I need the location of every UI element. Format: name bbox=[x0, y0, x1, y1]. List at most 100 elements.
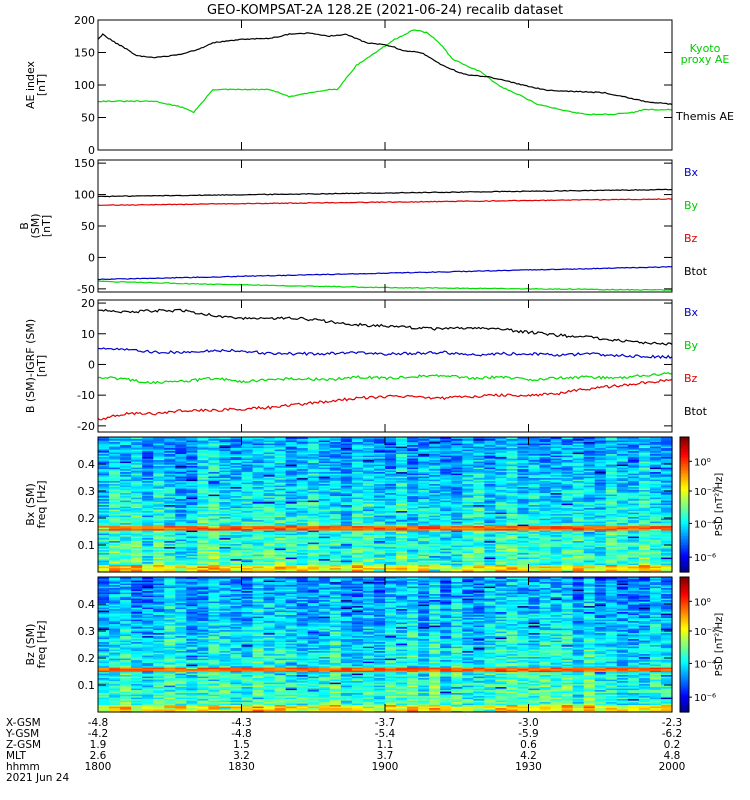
y-tick-label: 0.3 bbox=[78, 625, 96, 638]
series-line-bx bbox=[97, 265, 673, 281]
y-tick-label: 0.2 bbox=[78, 652, 96, 665]
x-axis-value: 0.2 bbox=[664, 739, 681, 751]
y-tick-label: 100 bbox=[74, 79, 95, 92]
y-axis-label: B bbox=[18, 222, 31, 230]
colorbar-frame bbox=[679, 436, 690, 573]
panel-frame bbox=[97, 299, 673, 433]
colorbar-label: PSD [nT²/Hz] bbox=[714, 473, 725, 537]
legend-entry: proxy AE bbox=[681, 53, 730, 66]
x-axis-value: -6.2 bbox=[662, 728, 683, 740]
panel-3: -20 -10 0 10 20 B (SM)-IGRF (SM)[nT] Bx By Bz Bto… bbox=[24, 297, 708, 433]
series-line-themis-ae bbox=[97, 32, 673, 106]
y-axis-label: B (SM)-IGRF (SM) bbox=[24, 319, 37, 413]
panel-5: 10⁰ 10⁻² 10⁻⁴ 10⁻⁶ PSD [nT²/Hz] 0.1 0.2 0.3 0.4 B… bbox=[24, 576, 725, 713]
x-axis-value: -3.7 bbox=[375, 717, 396, 729]
colorbar-tick-label: 10⁰ bbox=[694, 597, 711, 608]
x-axis-value: -4.2 bbox=[88, 728, 109, 740]
y-axis-label: freq [Hz] bbox=[35, 480, 48, 528]
colorbar: 10⁰ 10⁻² 10⁻⁴ 10⁻⁶ PSD [nT²/Hz] bbox=[679, 576, 725, 713]
x-axis-value: 2000 bbox=[659, 761, 686, 773]
x-axis-table: X-GSM -4.8 -4.3 -3.7 -3.0 -2.3Y-GSM -4.2 -4.8 -5… bbox=[5, 717, 685, 784]
y-tick-label: 50 bbox=[81, 220, 95, 233]
legend-entry: Bz bbox=[684, 232, 698, 245]
series-line-btot bbox=[97, 308, 673, 346]
x-axis-row-label: Z-GSM bbox=[6, 739, 41, 751]
x-axis-value: 1930 bbox=[515, 761, 542, 773]
legend-entry: Btot bbox=[684, 265, 708, 278]
y-axis-label: (SM) bbox=[29, 213, 42, 238]
panel-2: -50 0 50 100 150 B(SM)[nT] Bx By Bz Btot bbox=[18, 157, 708, 296]
x-axis-date: 2021 Jun 24 bbox=[6, 772, 69, 784]
y-tick-label: 0 bbox=[88, 144, 95, 157]
series-line-bz bbox=[97, 198, 672, 206]
y-tick-label: 50 bbox=[81, 112, 95, 125]
x-axis-row-label: MLT bbox=[6, 750, 26, 762]
x-axis-value: 3.7 bbox=[377, 750, 394, 762]
panel-frame bbox=[97, 19, 673, 151]
colorbar-tick-label: 10⁻² bbox=[694, 627, 716, 638]
y-axis-label: Bz (SM) bbox=[24, 624, 37, 666]
series-line-btot bbox=[97, 188, 673, 198]
x-axis-value: 1900 bbox=[372, 761, 399, 773]
y-tick-label: 150 bbox=[74, 47, 95, 60]
legend-entry: By bbox=[684, 199, 699, 212]
y-axis-label: AE index bbox=[24, 60, 37, 109]
y-tick-label: 0.1 bbox=[78, 539, 96, 552]
colorbar-frame bbox=[679, 576, 690, 713]
series-line-kyoto-proxy-ae bbox=[97, 29, 673, 116]
x-axis-row-label: X-GSM bbox=[6, 717, 41, 729]
x-axis-value: 1800 bbox=[85, 761, 112, 773]
y-tick-label: 100 bbox=[74, 189, 95, 202]
legend-entry: Themis AE bbox=[675, 110, 734, 123]
y-tick-label: 20 bbox=[81, 297, 95, 310]
y-tick-label: 150 bbox=[74, 157, 95, 170]
x-axis-value: 1830 bbox=[228, 761, 255, 773]
x-axis-value: -4.3 bbox=[231, 717, 252, 729]
colorbar-tick-label: 10⁻⁴ bbox=[694, 659, 716, 670]
y-tick-label: 0 bbox=[88, 251, 95, 264]
x-axis-row-label: hhmm bbox=[6, 761, 40, 773]
y-axis-label: [nT] bbox=[35, 355, 48, 377]
x-axis-value: 1.9 bbox=[90, 739, 107, 751]
x-axis-value: 4.2 bbox=[520, 750, 537, 762]
y-tick-label: 0 bbox=[88, 358, 95, 371]
y-tick-label: 0.2 bbox=[78, 512, 96, 525]
y-tick-label: 0.1 bbox=[78, 679, 96, 692]
y-tick-label: -50 bbox=[77, 283, 95, 296]
x-axis-value: 2.6 bbox=[90, 750, 107, 762]
y-axis-label: [nT] bbox=[35, 74, 48, 96]
chart-title: GEO-KOMPSAT-2A 128.2E (2021-06-24) recal… bbox=[207, 3, 563, 18]
x-axis-value: -4.8 bbox=[88, 717, 109, 729]
x-axis-value: 1.5 bbox=[233, 739, 250, 751]
x-axis-value: 0.6 bbox=[520, 739, 537, 751]
colorbar-tick-label: 10⁻² bbox=[694, 487, 716, 498]
spectrogram-cells bbox=[98, 577, 673, 713]
series-line-by bbox=[97, 372, 673, 385]
y-tick-label: -20 bbox=[77, 420, 95, 433]
legend-entry: By bbox=[684, 339, 699, 352]
x-axis-value: -2.3 bbox=[662, 717, 683, 729]
series-line-bx bbox=[97, 347, 673, 360]
legend-entry: Bz bbox=[684, 372, 698, 385]
x-axis-value: 3.2 bbox=[233, 750, 250, 762]
x-axis-value: -3.0 bbox=[518, 717, 539, 729]
y-tick-label: 0.4 bbox=[78, 458, 96, 471]
colorbar-tick-label: 10⁻⁴ bbox=[694, 519, 716, 530]
spectrogram-cells bbox=[98, 437, 673, 573]
y-tick-label: 10 bbox=[81, 328, 95, 341]
x-axis-value: -5.9 bbox=[518, 728, 539, 740]
colorbar-tick-label: 10⁰ bbox=[694, 457, 711, 468]
y-tick-label: 200 bbox=[74, 14, 95, 27]
y-axis-label: Bx (SM) bbox=[24, 483, 37, 526]
colorbar: 10⁰ 10⁻² 10⁻⁴ 10⁻⁶ PSD [nT²/Hz] bbox=[679, 436, 725, 573]
legend-entry: Btot bbox=[684, 405, 708, 418]
series-line-bz bbox=[97, 378, 673, 421]
panel-4: 10⁰ 10⁻² 10⁻⁴ 10⁻⁶ PSD [nT²/Hz] 0.1 0.2 0.3 0.4 B… bbox=[24, 436, 725, 573]
x-axis-value: -4.8 bbox=[231, 728, 252, 740]
y-tick-label: 0.3 bbox=[78, 485, 96, 498]
y-tick-label: 0.4 bbox=[78, 598, 96, 611]
colorbar-label: PSD [nT²/Hz] bbox=[714, 613, 725, 677]
colorbar-tick-label: 10⁻⁶ bbox=[694, 693, 716, 704]
